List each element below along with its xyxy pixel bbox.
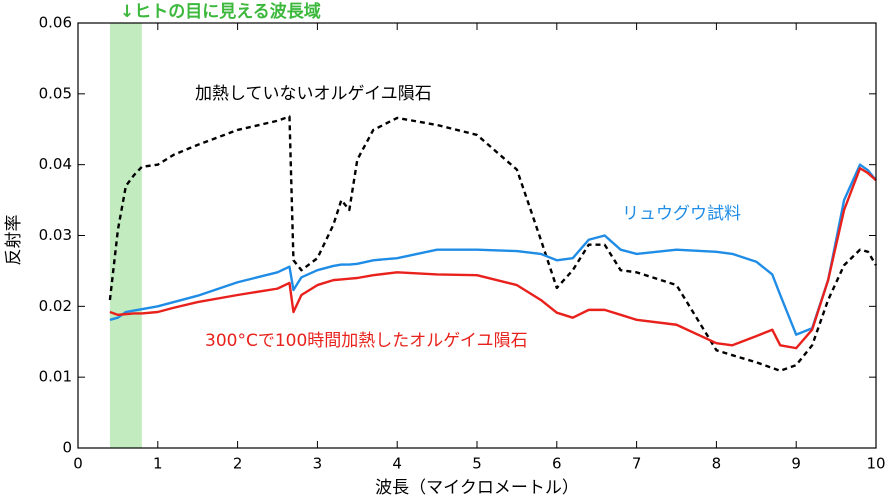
series-label: 加熱していないオルゲイユ隕石: [195, 84, 432, 104]
y-tick-label: 0.02: [39, 297, 72, 315]
x-tick-label: 4: [392, 455, 402, 473]
series-label: 300°Cで100時間加熱したオルゲイユ隕石: [205, 331, 528, 351]
annotation: ↓ヒトの目に見える波長域: [120, 1, 321, 22]
y-tick-label: 0.06: [39, 14, 72, 32]
series-line: [109, 167, 877, 350]
y-tick-label: 0.03: [39, 226, 72, 244]
x-tick-label: 1: [153, 455, 163, 473]
x-tick-label: 2: [233, 455, 243, 473]
x-tick-label: 9: [791, 455, 801, 473]
y-tick-label: 0: [62, 439, 72, 457]
x-tick-label: 3: [313, 455, 323, 473]
series-line: [108, 115, 878, 372]
x-axis-label: 波長（マイクロメートル）: [375, 478, 579, 498]
x-tick-label: 10: [866, 455, 885, 473]
x-tick-label: 7: [632, 455, 642, 473]
series-line: [109, 163, 877, 336]
series-label: リュウグウ試料: [622, 204, 741, 224]
y-tick-label: 0.01: [39, 368, 72, 386]
x-tick-label: 0: [73, 455, 83, 473]
x-tick-label: 5: [472, 455, 482, 473]
x-tick-label: 6: [552, 455, 562, 473]
highlight-band: [109, 23, 142, 448]
y-tick-label: 0.05: [39, 84, 72, 102]
y-axis-label: 反射率: [4, 215, 24, 266]
y-tick-label: 0.04: [39, 155, 72, 173]
x-tick-label: 8: [712, 455, 722, 473]
